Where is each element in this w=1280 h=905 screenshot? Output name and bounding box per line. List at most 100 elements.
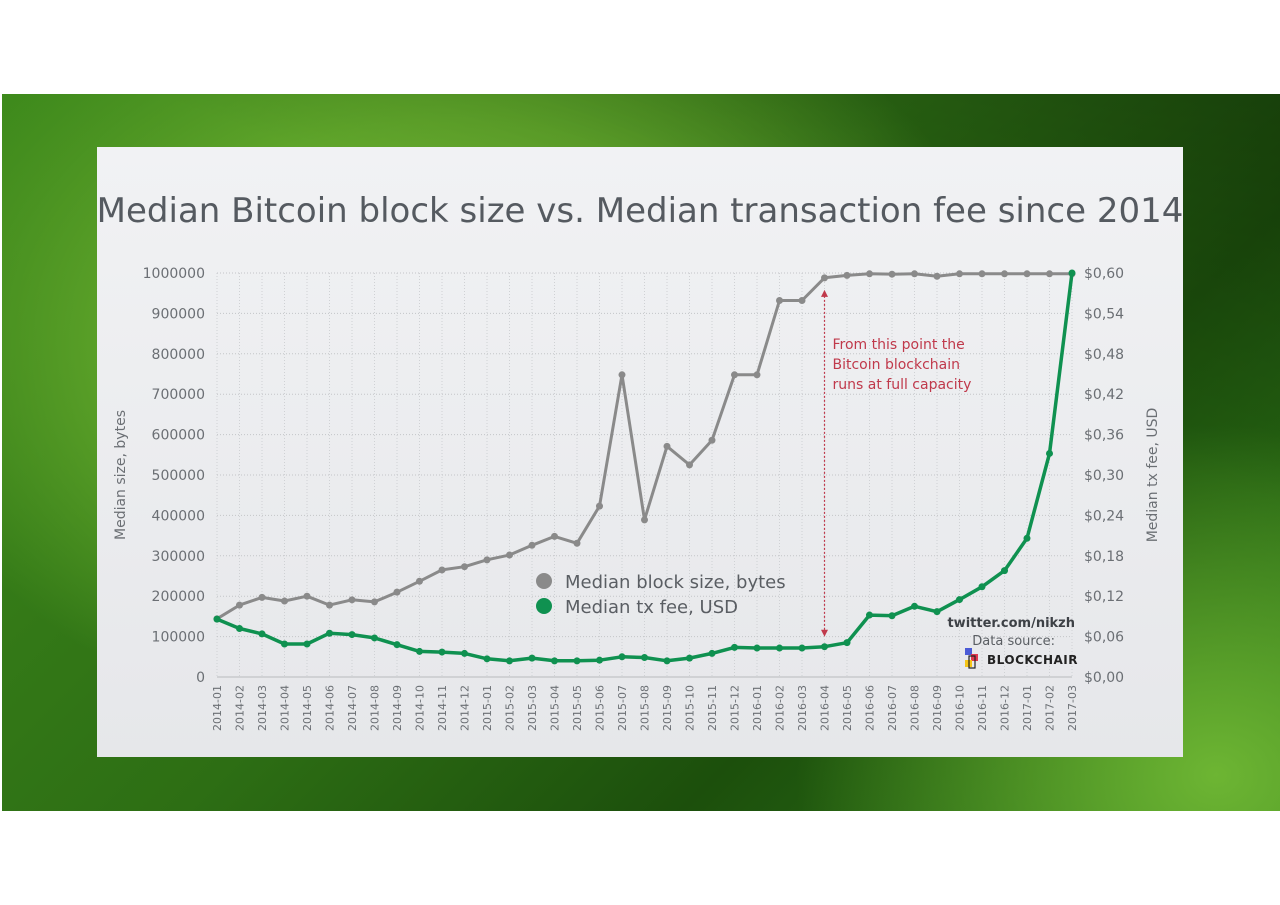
data-point [258,630,266,638]
x-tick-label: 2016-03 [796,685,809,731]
data-point [888,612,896,620]
data-point [776,296,783,304]
y-tick-label-right: $0,36 [1084,428,1124,444]
y-axis-right-ticks: $0,00 $0,06 $0,12 $0,18 $0,24 $0,30 $0,36 $0,42… [1084,266,1124,686]
data-point [371,634,378,642]
series-tx-fee [213,269,1076,665]
annotation-arrow-head-up [821,289,828,297]
x-tick-label: 2015-06 [594,685,607,731]
data-point [911,270,918,278]
data-point [1001,270,1008,278]
data-point [573,657,581,665]
y-tick-label-right: $0,06 [1084,630,1124,646]
x-tick-label: 2014-12 [459,685,472,731]
y-tick-label-left: 200000 [152,589,205,605]
y-tick-label-left: 1000000 [143,266,205,282]
data-point [281,640,288,648]
x-tick-label: 2014-10 [414,685,427,731]
data-point [326,629,333,637]
annotation-arrow-head-down [821,629,828,637]
data-point [438,566,446,574]
y-axis-label-right: Median tx fee, USD [1145,408,1161,543]
x-tick-label: 2016-11 [976,685,989,731]
y-tick-label-left: 700000 [152,387,205,403]
chart: Median Bitcoin block size vs. Median tra… [97,191,1183,731]
data-point [551,532,558,540]
data-point [416,647,423,655]
chart-card: Median Bitcoin block size vs. Median tra… [97,147,1183,757]
x-tick-label: 2015-05 [571,685,584,731]
x-tick-label: 2016-05 [841,685,854,731]
x-tick-label: 2015-02 [504,685,517,731]
data-point [483,655,491,663]
y-tick-label-left: 500000 [152,468,205,484]
data-point [956,596,963,604]
y-tick-label-right: $0,48 [1084,347,1124,363]
data-point [731,371,738,379]
x-tick-label: 2016-06 [864,685,877,731]
y-tick-label-right: $0,42 [1084,387,1124,403]
y-tick-label-right: $0,12 [1084,589,1124,605]
y-tick-label-left: 800000 [152,347,205,363]
annotation-text-line: From this point the [833,337,965,353]
x-tick-label: 2014-05 [301,685,314,731]
data-point [911,602,918,610]
data-point [686,654,693,662]
data-point [573,539,581,547]
y-tick-label-right: $0,30 [1084,468,1124,484]
data-point [416,577,423,585]
data-point [1046,449,1053,457]
y-tick-label-right: $0,60 [1084,266,1124,282]
x-tick-label: 2015-11 [706,685,719,731]
data-point [776,644,783,652]
x-tick-label: 2014-11 [436,685,449,731]
x-tick-label: 2014-02 [234,685,247,731]
annotation-text-line: Bitcoin blockchain [833,357,961,373]
x-axis-ticks: 2014-01 2014-02 2014-03 2014-04 2014-05 2014-… [211,685,1079,731]
data-point [506,657,513,665]
y-tick-label-left: 0 [196,670,205,686]
logo-outline [968,655,976,669]
data-point [596,656,603,664]
x-tick-label: 2015-01 [481,685,494,731]
y-tick-label-right: $0,18 [1084,549,1124,565]
y-tick-label-right: $0,54 [1084,306,1124,322]
y-tick-label-left: 300000 [152,549,205,565]
data-point [866,611,873,619]
x-tick-label: 2015-03 [526,685,539,731]
x-tick-label: 2015-04 [549,685,562,731]
legend: Median block size, bytes Median tx fee, U… [536,572,786,618]
x-tick-label: 2016-09 [931,685,944,731]
series-block-size [213,270,1076,623]
data-point [393,588,401,596]
data-point [708,436,716,444]
legend-marker [536,598,552,614]
data-point [686,461,693,469]
data-point [528,654,536,662]
data-point [933,608,941,616]
data-point [461,563,468,571]
data-source-label: Data source: [972,634,1055,649]
annotation-text-line: runs at full capacity [833,377,972,393]
data-point [798,296,806,304]
data-point [1023,270,1031,278]
y-tick-label-left: 900000 [152,306,205,322]
data-point [663,442,671,450]
x-tick-label: 2015-10 [684,685,697,731]
x-tick-label: 2015-07 [616,685,629,731]
data-point [281,597,288,605]
chart-title: Median Bitcoin block size vs. Median tra… [97,191,1183,231]
data-point [213,615,221,623]
data-point [596,502,603,510]
data-point [978,583,986,591]
legend-label: Median tx fee, USD [565,597,738,618]
data-point [1001,567,1008,575]
x-tick-label: 2017-02 [1044,685,1057,731]
annotation: From this point the Bitcoin blockchain run… [821,289,972,637]
x-tick-label: 2015-08 [639,685,652,731]
x-tick-label: 2017-01 [1021,685,1034,731]
x-tick-label: 2016-10 [954,685,967,731]
legend-marker [536,573,552,589]
x-tick-label: 2014-07 [346,685,359,731]
x-tick-label: 2016-02 [774,685,787,731]
